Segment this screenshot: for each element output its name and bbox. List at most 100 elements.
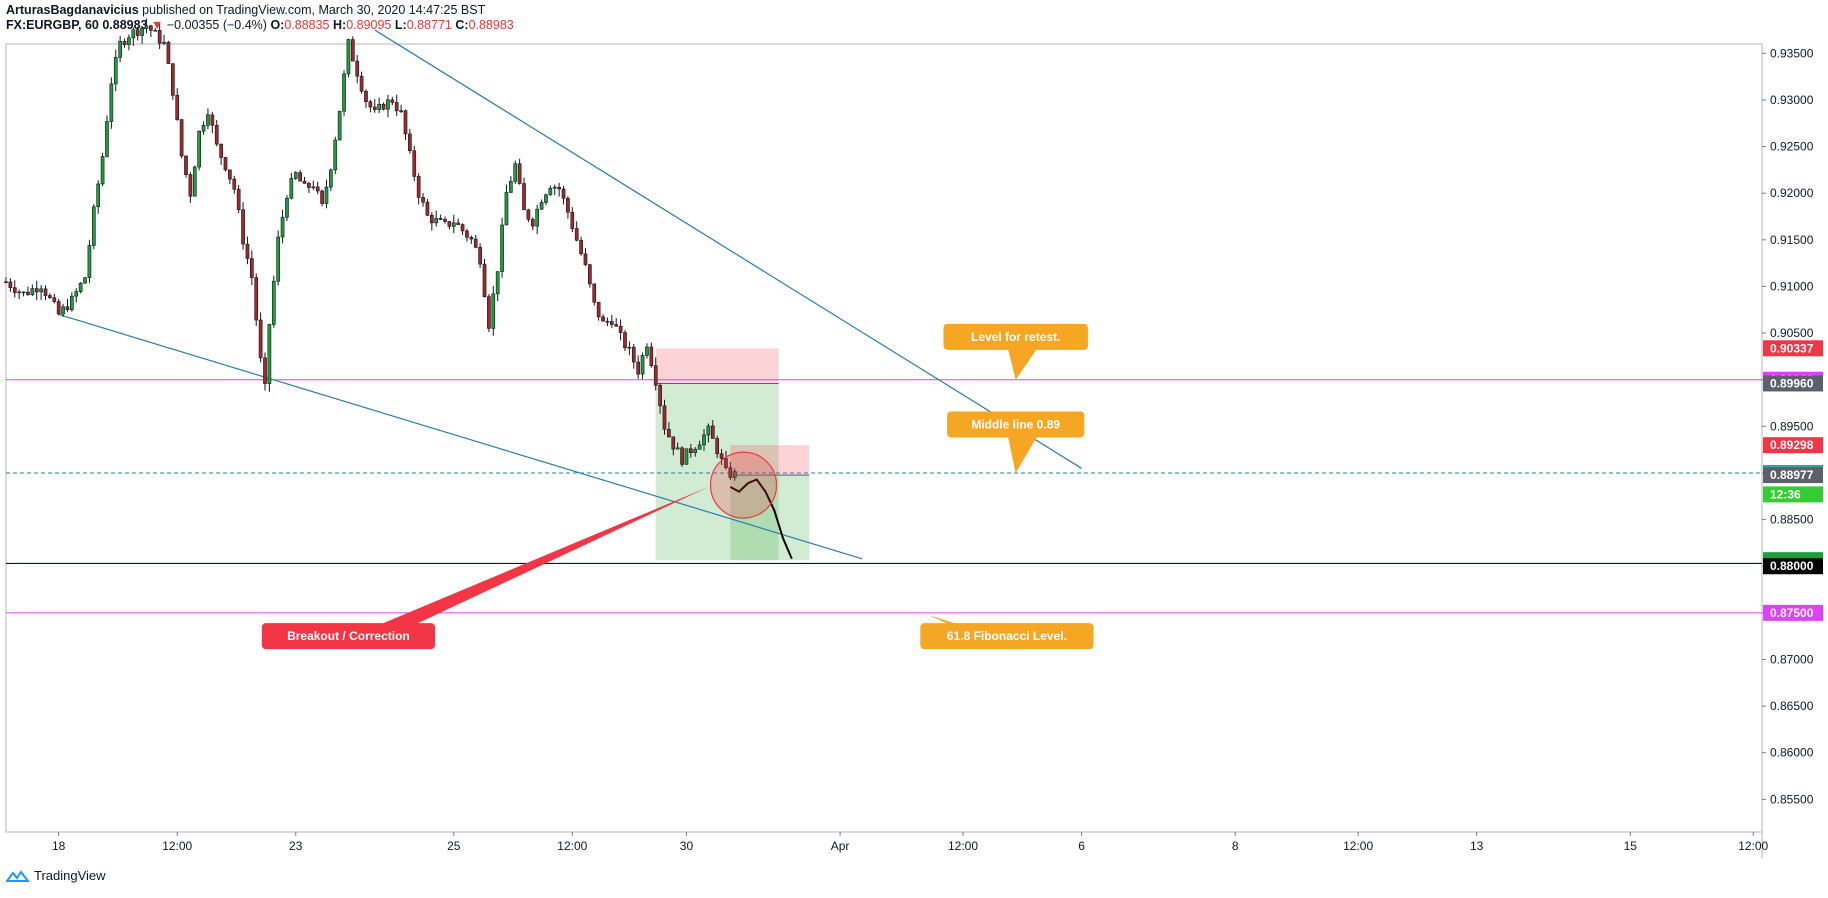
candle-body [135,29,140,36]
candle-body [631,346,636,363]
tradingview-logo-icon [6,869,30,882]
candle-body [26,291,30,295]
candle-body [487,296,491,329]
candle-body [645,346,649,356]
candle-body [197,130,201,168]
annotation-pointer [1007,435,1038,473]
candle-body [680,447,684,465]
candle-body [236,188,241,210]
candle-body [333,139,338,171]
author-name[interactable]: ArturasBagdanavicius [6,3,139,17]
candle-body [702,434,706,446]
candle-body [289,178,294,199]
candle-body [350,39,355,62]
stop-zone[interactable] [730,445,810,476]
annotation-box[interactable] [943,323,1088,350]
candle-body [429,214,434,224]
candle-body [87,245,92,278]
x-tick-label: 25 [447,839,461,853]
candle-body [377,103,381,110]
y-tick-label: 0.91500 [1770,233,1814,247]
trendline[interactable] [374,29,1082,469]
candle-body [640,355,645,375]
candle-body [447,221,452,227]
candle-body [566,197,570,213]
y-tick-label: 0.93000 [1770,93,1814,107]
target-zone[interactable] [655,383,779,561]
candle-body [184,155,188,175]
candle-body [206,114,210,126]
projection-path[interactable] [729,478,793,560]
candle-body [667,428,671,438]
stop-zone[interactable] [655,348,779,384]
high-label: H: [333,18,347,32]
annotation-box[interactable] [947,411,1085,438]
x-tick-label: 12:00 [557,839,587,853]
candle-body [412,150,417,177]
candle-body [210,114,215,126]
candle-body [473,238,478,248]
tradingview-brand[interactable]: TradingView [34,868,106,883]
candle-body [386,99,390,110]
candle-body [596,301,601,318]
candle-body [605,320,610,323]
annotation-box[interactable] [261,623,436,650]
candle-body [192,166,197,197]
x-tick-label: 12:00 [162,839,192,853]
candle-body [460,224,465,232]
candle-body [74,291,79,297]
price-label-bg [1763,604,1823,621]
candle-body [52,297,57,302]
candle-body [355,60,360,77]
candle-body [561,188,566,199]
candle-body [399,110,403,112]
candle-body [539,202,544,210]
candle-body [166,41,171,64]
y-tick-label: 0.92500 [1770,140,1814,154]
candle-body [70,295,74,311]
trendline[interactable] [58,313,863,560]
candle-body [465,230,469,238]
candle-body [697,444,702,450]
candle-body [157,29,162,44]
x-tick-label: 23 [289,839,303,853]
close-label: C: [455,18,469,32]
candle-body [719,453,724,459]
candle-body [162,41,166,44]
candle-body [179,119,184,157]
price-label-bg [1763,375,1823,392]
candle-body [710,425,715,439]
candle-body [689,448,693,454]
footer: TradingView [6,868,106,883]
candle-body [223,157,228,171]
change-value: −0.00355 (−0.4%) [166,18,267,32]
candle-body [17,291,22,294]
price-label-bg [1763,437,1823,454]
candle-body [48,295,52,298]
y-tick-label: 0.87000 [1770,652,1814,666]
candle-body [131,29,136,39]
candle-body [324,186,329,204]
candle-body [715,438,720,455]
candle-body [307,183,311,188]
x-tick-label: 6 [1078,839,1085,853]
x-tick-label: 12:00 [1343,839,1373,853]
candle-body [583,253,588,265]
x-tick-label: Apr [831,839,850,853]
symbol-label[interactable]: FX:EURGBP, 60 [6,18,99,32]
candle-body [149,25,153,31]
candle-body [390,99,395,103]
price-label-text: 0.89960 [1770,376,1814,390]
annotation-box[interactable] [920,623,1094,650]
candle-body [728,467,733,478]
candle-body [302,180,307,184]
highlight-circle[interactable] [709,451,778,519]
annotation-text: 61.8 Fibonacci Level. [947,629,1067,643]
y-tick-label: 0.93500 [1770,46,1814,60]
y-tick-label: 0.86000 [1770,746,1814,760]
candle-body [342,73,346,112]
candle-body [658,384,662,407]
candle-body [175,95,180,120]
candle-body [381,103,386,110]
